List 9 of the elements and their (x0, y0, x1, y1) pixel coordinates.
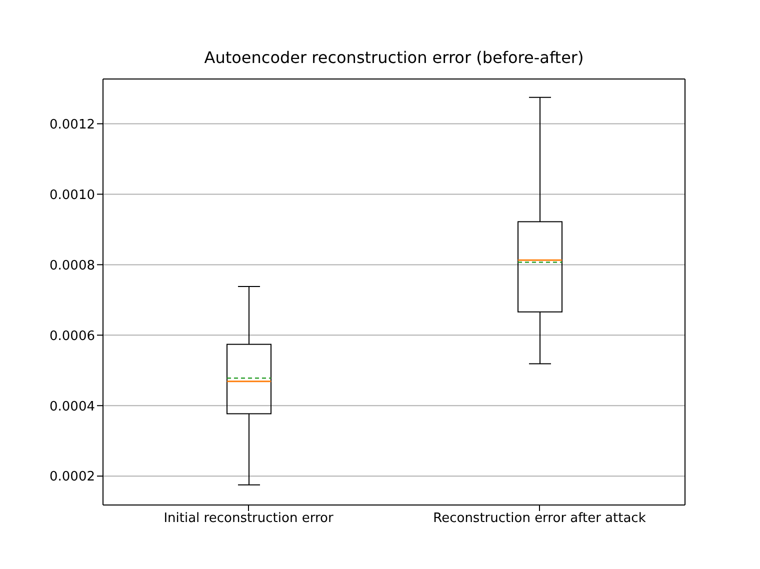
chart-title: Autoencoder reconstruction error (before-after) (203, 48, 585, 67)
y-tick-label: 0.0012 (50, 117, 95, 132)
y-tick-label: 0.0004 (50, 399, 95, 414)
x-tick-label: Reconstruction error after attack (433, 511, 646, 526)
y-tick-label: 0.0006 (50, 328, 95, 344)
y-tick-label: 0.0008 (50, 258, 95, 274)
y-tick-label: 0.0010 (50, 188, 95, 203)
x-tick-label: Initial reconstruction error (164, 511, 334, 526)
y-tick-label: 0.0002 (50, 470, 95, 485)
